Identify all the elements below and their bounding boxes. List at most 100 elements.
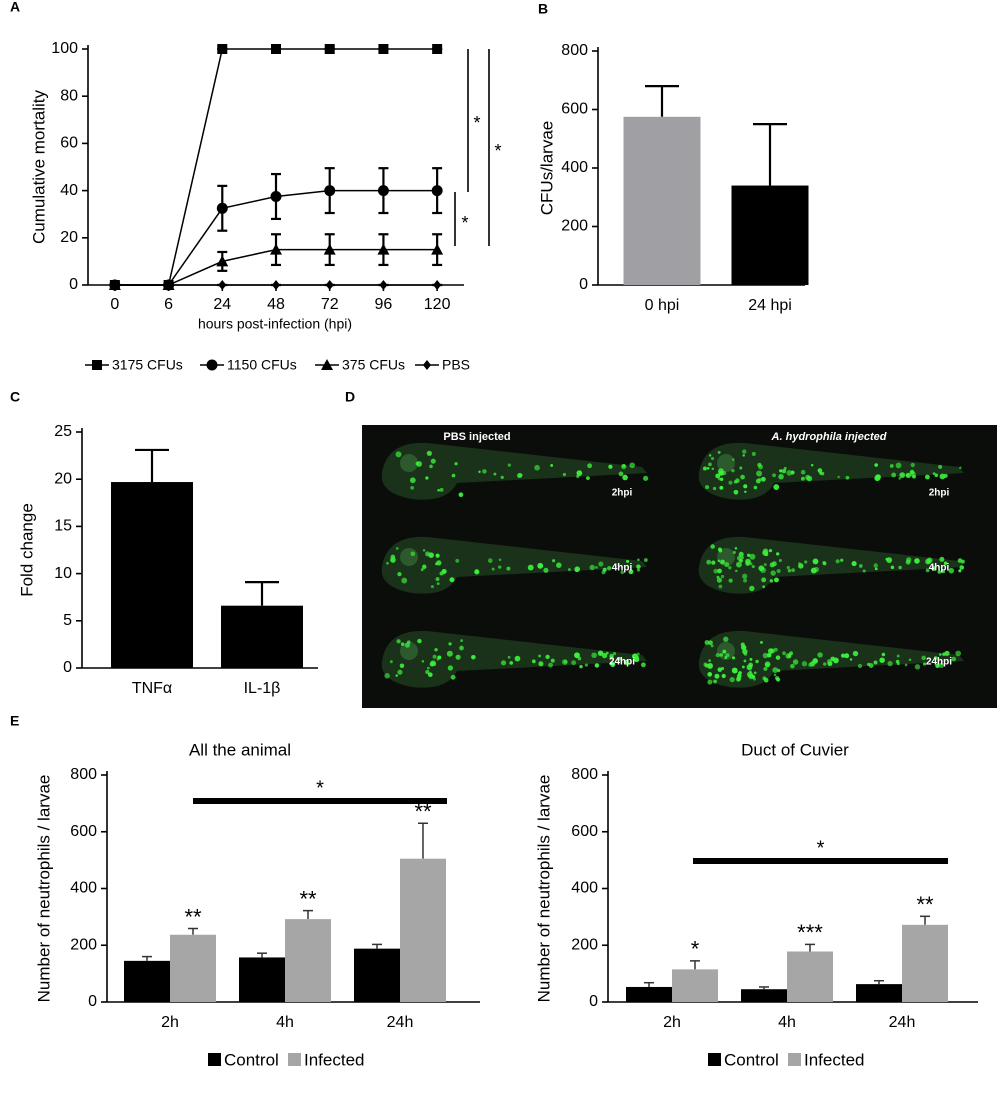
neutrophil [873,660,878,665]
bar [239,957,285,1002]
neutrophil [550,464,554,467]
neutrophil [534,464,540,471]
neutrophil [574,568,579,573]
neutrophil [769,579,774,583]
neutrophil [717,667,723,672]
neutrophil [395,451,402,458]
neutrophil [448,642,452,646]
time-label: 24hpi [926,657,952,668]
neutrophil [852,650,859,657]
neutrophil [741,665,745,669]
marker [377,185,389,197]
neutrophil [844,653,850,659]
neutrophil [395,674,398,677]
neutrophil [723,636,729,642]
time-label: 24hpi [609,657,635,668]
marker [271,44,281,54]
marker [377,243,390,255]
neutrophil [706,466,710,470]
y-tick-label: 10 [54,565,72,582]
y-tick-label: 80 [60,87,78,104]
neutrophil [531,659,536,664]
neutrophil [732,550,736,555]
neutrophil [386,561,389,565]
neutrophil [761,577,767,583]
neutrophil [389,660,393,664]
neutrophil [718,548,723,553]
neutrophil [810,463,814,467]
x-tick-label: 24h [387,1014,414,1031]
neutrophil [451,473,456,478]
neutrophil [746,671,753,678]
significance-label: * [691,937,700,962]
x-axis-label: hours post-infection (hpi) [198,316,352,332]
neutrophil [715,473,721,479]
y-tick-label: 0 [88,993,97,1010]
marker [324,185,336,197]
significance-label: * [817,837,825,859]
neutrophil [718,470,724,476]
neutrophil [959,466,962,470]
neutrophil [948,567,955,574]
bar [170,934,216,1002]
y-tick-label: 0 [579,276,588,293]
neutrophil [509,661,514,665]
neutrophil [753,671,757,675]
neutrophil [752,677,756,681]
time-label: 4hpi [612,563,633,574]
neutrophil [612,651,617,656]
y-tick-label: 800 [561,42,588,59]
neutrophil [822,561,826,565]
neutrophil [422,549,426,552]
neutrophil [450,674,456,680]
neutrophil [755,659,759,664]
neutrophil [574,652,580,659]
significance-label: * [461,213,468,233]
neutrophil [740,474,745,480]
y-tick-label: 800 [571,766,598,783]
neutrophil [767,648,774,654]
neutrophil [708,640,713,646]
neutrophil [506,566,511,571]
neutrophil [410,551,416,557]
neutrophil [734,547,738,550]
neutrophil [717,568,722,574]
neutrophil [771,561,777,567]
neutrophil [773,673,777,677]
neutrophil [823,662,827,666]
legend-label: Control [724,1050,779,1069]
marker [433,280,442,290]
y-tick-label: 200 [70,936,97,953]
marker [321,359,333,370]
neutrophil [790,470,795,475]
neutrophil [711,467,715,471]
neutrophil [889,464,894,468]
neutrophil [905,472,911,479]
neutrophil [775,655,781,660]
neutrophil [719,485,724,490]
bar [221,605,303,668]
neutrophil [409,477,416,484]
neutrophil [538,654,541,658]
neutrophil [944,650,950,656]
neutrophil [942,652,946,656]
neutrophil [425,476,429,480]
legend-label: Control [224,1050,279,1069]
legend-label: Infected [804,1050,865,1069]
neutrophil [800,469,806,475]
neutrophil [609,653,614,659]
neutrophil [474,569,479,574]
neutrophil [763,666,768,671]
neutrophil [721,673,726,679]
neutrophil [636,564,641,569]
neutrophil [718,584,723,589]
neutrophil [706,559,712,565]
neutrophil [435,577,440,581]
neutrophil [716,575,720,579]
marker [272,280,280,290]
y-tick-label: 0 [63,659,72,676]
neutrophil [704,640,710,645]
neutrophil [939,556,945,562]
neutrophil [896,662,900,666]
x-tick-label: TNFα [132,680,172,697]
